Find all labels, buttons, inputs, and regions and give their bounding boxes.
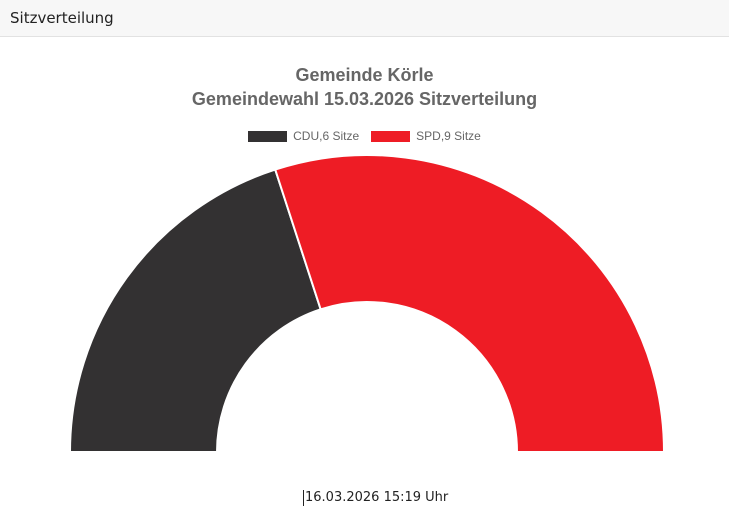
legend-label-spd: SPD,9 Sitze (416, 129, 481, 143)
legend-item-spd[interactable]: SPD,9 Sitze (371, 129, 481, 143)
chart-title-line-2: Gemeindewahl 15.03.2026 Sitzverteilung (191, 89, 538, 109)
chart-legend: CDU,6 Sitze SPD,9 Sitze (0, 129, 729, 143)
slice-cdu[interactable] (68, 168, 322, 453)
legend-item-cdu[interactable]: CDU,6 Sitze (248, 129, 359, 143)
legend-swatch-spd (371, 130, 411, 142)
legend-swatch-cdu (248, 130, 288, 142)
app-header: Sitzverteilung (0, 0, 729, 37)
page-title: Sitzverteilung (10, 9, 114, 27)
slice-spd[interactable] (273, 154, 666, 453)
chart-title-line-1: Gemeinde Körle (295, 65, 434, 85)
timestamp: 16.03.2026 15:19 Uhr (303, 490, 449, 506)
legend-label-cdu: CDU,6 Sitze (293, 129, 360, 143)
